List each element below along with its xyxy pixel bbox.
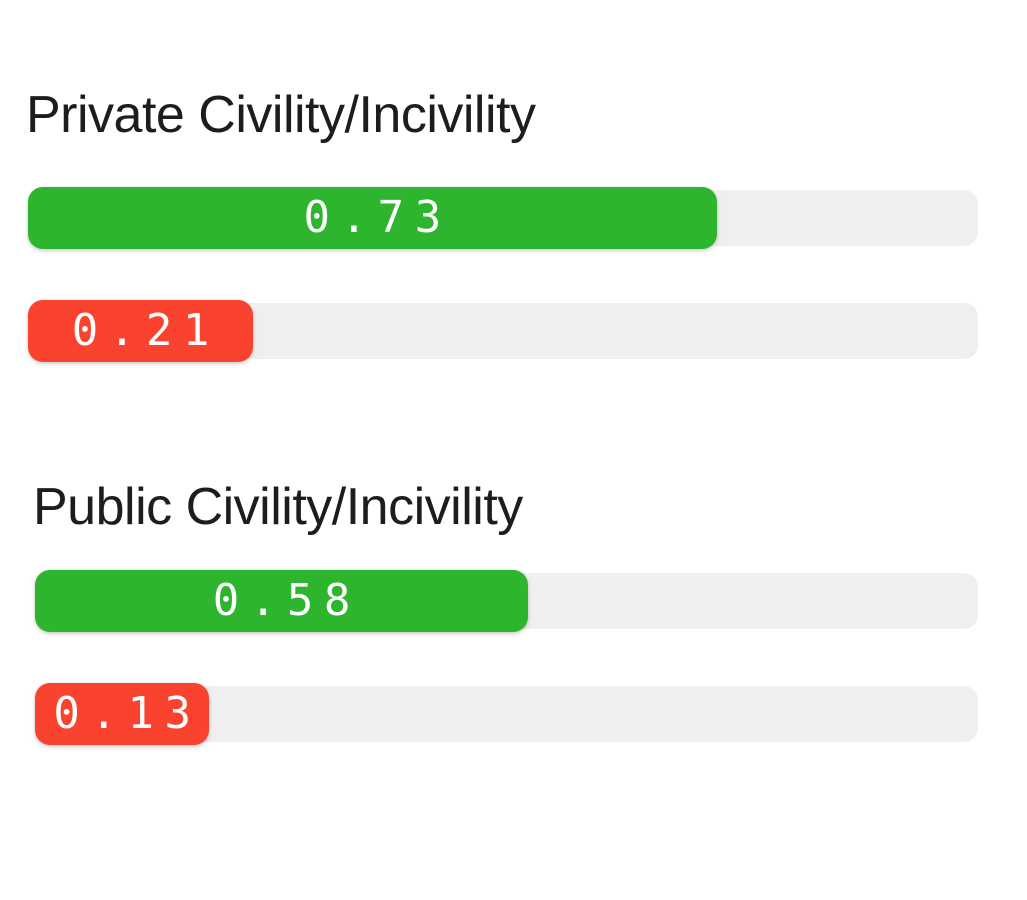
- public-bar-group: 0.58 0.13: [0, 569, 1027, 745]
- private-bar-group: 0.73 0.21: [0, 186, 1027, 362]
- public-incivility-bar-fill: 0.13: [35, 682, 210, 745]
- private-civility-bar-fill: 0.73: [28, 186, 717, 249]
- section-private-civility: Private Civility/Incivility 0.73 0.21: [0, 86, 1027, 362]
- public-incivility-value-label: 0.13: [53, 688, 202, 740]
- private-civility-bar-row: 0.73: [28, 186, 978, 249]
- private-incivility-bar-row: 0.21: [28, 299, 978, 362]
- private-incivility-bar-fill: 0.21: [28, 299, 254, 362]
- private-section-title: Private Civility/Incivility: [26, 86, 536, 144]
- public-civility-value-label: 0.58: [212, 575, 361, 627]
- public-civility-bar-row: 0.58: [35, 569, 978, 632]
- public-incivility-bar-row: 0.13: [35, 682, 978, 745]
- section-public-civility: Public Civility/Incivility 0.58 0.13: [0, 478, 1027, 745]
- private-civility-value-label: 0.73: [303, 192, 452, 244]
- public-section-title: Public Civility/Incivility: [33, 477, 523, 536]
- public-civility-bar-fill: 0.58: [35, 569, 529, 632]
- private-incivility-value-label: 0.21: [71, 305, 220, 357]
